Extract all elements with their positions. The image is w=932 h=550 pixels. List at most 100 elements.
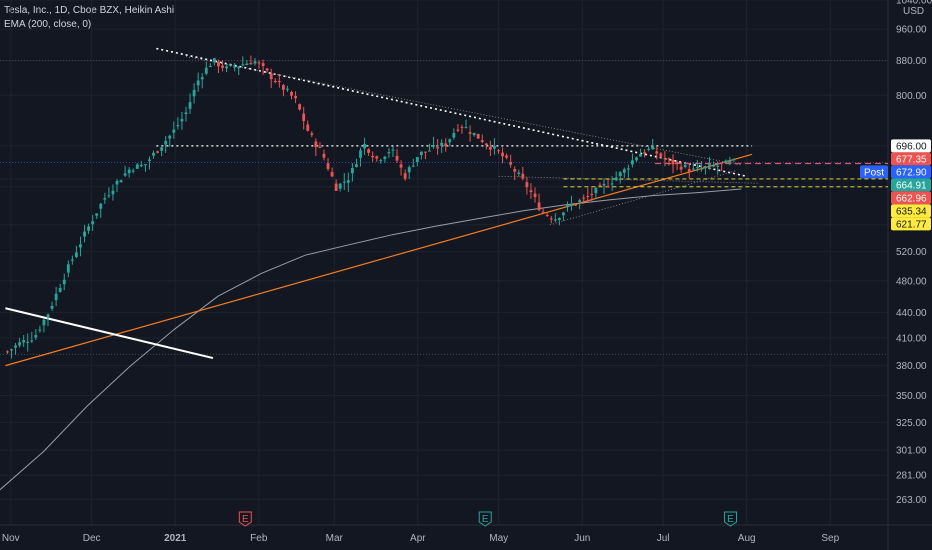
candle-body xyxy=(298,104,302,110)
ema-line xyxy=(0,188,742,491)
candle-body xyxy=(732,159,736,161)
candle-body xyxy=(70,259,74,261)
candle-body xyxy=(395,155,399,161)
candle-body xyxy=(610,183,614,185)
candle-body xyxy=(695,167,699,169)
channel-lower-line xyxy=(549,170,737,226)
price-tag-text: 635.34 xyxy=(896,206,927,217)
price-tag-text: 696.00 xyxy=(896,141,927,152)
time-axis[interactable]: Nov Dec 2021 Feb Mar Apr May Jun Jul Aug Sep xyxy=(2,533,840,544)
candle-body xyxy=(383,156,387,160)
candle-body xyxy=(444,143,448,147)
earnings-icon[interactable]: E xyxy=(478,511,492,527)
candle-body xyxy=(338,183,342,189)
price-tag-677.35: 677.35 xyxy=(891,152,931,166)
candle-body xyxy=(123,173,127,176)
trendline-resistance-dotted[interactable] xyxy=(156,47,747,178)
candle-body xyxy=(618,172,622,177)
candle-body xyxy=(107,195,111,197)
candle-body xyxy=(626,168,630,170)
price-label-520.00: 520.00 xyxy=(896,247,927,258)
candle-body xyxy=(464,127,468,129)
currency-label: USD xyxy=(903,6,924,17)
candle-body xyxy=(541,211,545,213)
candle-body xyxy=(720,162,724,164)
candle-body xyxy=(452,133,456,138)
candle-body xyxy=(472,132,476,136)
candle-body xyxy=(359,150,362,158)
price-tag-bg xyxy=(891,204,931,218)
candle-body xyxy=(79,244,82,248)
candle-body xyxy=(281,85,285,90)
earnings-icon-label: E xyxy=(482,514,489,525)
candle-body xyxy=(103,198,107,200)
candle-body xyxy=(407,167,411,173)
trendlines[interactable] xyxy=(0,47,888,367)
channel-upper-line xyxy=(185,56,742,166)
candle-body xyxy=(91,221,95,225)
candle-body xyxy=(229,64,233,66)
candle-body xyxy=(647,148,651,150)
candle-body xyxy=(643,152,647,154)
candle-body xyxy=(217,61,220,67)
candle-body xyxy=(277,81,281,83)
candle-body xyxy=(488,147,492,150)
price-label-880.00: 880.00 xyxy=(896,56,927,67)
candle-body xyxy=(635,157,638,161)
candle-body xyxy=(639,154,642,157)
candle-body xyxy=(570,203,573,206)
candle-body xyxy=(127,169,131,174)
candle-body xyxy=(310,133,314,135)
price-label-960.00: 960.00 xyxy=(896,25,927,36)
candle-body xyxy=(200,77,204,80)
price-axis[interactable]: 1040.00 960.00 880.00 800.00 696.00 635.34 621… xyxy=(896,0,932,506)
indicator-label[interactable]: EMA (200, close, 0) xyxy=(4,19,92,30)
candle-body xyxy=(513,169,517,172)
channel-mid-line xyxy=(498,175,758,184)
candle-body xyxy=(671,160,675,165)
candle-body xyxy=(687,169,691,172)
candle-body xyxy=(557,218,561,220)
candle-body xyxy=(318,147,322,149)
candle-body xyxy=(468,132,472,134)
candle-body xyxy=(180,119,184,122)
candle-body xyxy=(440,142,444,146)
earnings-icon-shape xyxy=(478,511,492,527)
time-label-Dec: Dec xyxy=(83,533,101,544)
candle-body xyxy=(387,152,391,154)
price-tag-621.77: 621.77 xyxy=(891,217,931,231)
candle-body xyxy=(286,88,289,90)
candle-body xyxy=(30,340,34,342)
candle-body xyxy=(606,186,610,188)
candle-body xyxy=(578,200,582,203)
candle-body xyxy=(346,180,350,183)
candle-body xyxy=(708,164,711,166)
trendline-white-downtrend[interactable] xyxy=(5,307,214,360)
price-label-380.00: 380.00 xyxy=(896,361,927,372)
candle-body xyxy=(517,172,521,174)
candle-body xyxy=(168,135,172,139)
candle-body xyxy=(391,149,395,151)
candle-body xyxy=(233,66,237,68)
earnings-icon[interactable]: E xyxy=(724,511,738,527)
earnings-icon[interactable]: E xyxy=(238,511,252,527)
candle-body xyxy=(497,150,500,152)
candle-body xyxy=(237,66,241,69)
candle-body xyxy=(598,184,602,186)
candle-body xyxy=(667,158,671,160)
price-tag-text: 672.90 xyxy=(896,167,927,178)
candle-body xyxy=(428,150,431,152)
candle-body xyxy=(493,146,496,149)
candle-body xyxy=(42,319,46,326)
candle-body xyxy=(18,342,22,346)
candle-body xyxy=(115,180,119,185)
candle-body xyxy=(574,204,578,206)
price-tags: 696.00 677.35 672.90 Post 664.91 662.96 635.34… xyxy=(860,139,931,231)
symbol-title[interactable]: Tesla, Inc., 1D, Cboe BZX, Heikin Ashi xyxy=(4,5,175,16)
price-tag-635.34: 635.34 xyxy=(891,204,931,218)
trendline-orange-support[interactable] xyxy=(5,153,753,367)
price-tag-bg xyxy=(891,165,931,179)
candle-body xyxy=(525,182,529,188)
